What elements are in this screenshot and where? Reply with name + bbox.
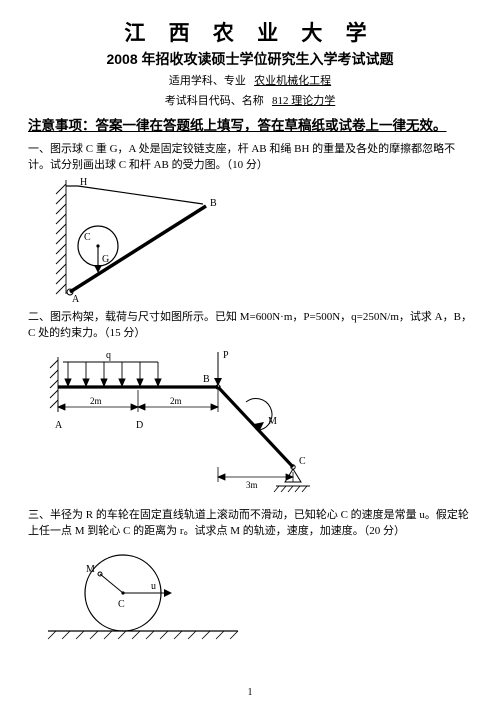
q2-label-B: B	[203, 374, 210, 385]
q3-label-M: M	[86, 564, 95, 575]
notice: 注意事项：答案一律在答题纸上填写，答在草稿纸或试卷上一律无效。	[28, 116, 472, 136]
university-title: 江 西 农 业 大 学	[28, 18, 472, 48]
q2-dim-2m-1: 2m	[90, 396, 102, 406]
q2-text: 二、图示构架，载荷与尺寸如图所示。已知 M=600N·m，P=500N，q=25…	[28, 310, 472, 342]
q2-figure: q P B M A D C 2m 2m 3m	[28, 342, 472, 502]
q1-figure: H B A C G	[28, 174, 472, 304]
q3-text: 三、半径为 R 的车轮在固定直线轨道上滚动而不滑动，已知轮心 C 的速度是常量 …	[28, 508, 472, 540]
q2-label-P: P	[223, 350, 229, 361]
q1-label-A: A	[72, 294, 80, 304]
q2-label-D: D	[136, 420, 143, 431]
q3-label-C: C	[118, 599, 125, 610]
q1-label-C: C	[84, 232, 91, 243]
meta-value-2: 812 理论力学	[272, 95, 335, 107]
q2-dim-2m-2: 2m	[170, 396, 182, 406]
q2-dim-3m: 3m	[246, 480, 258, 490]
q2-label-C: C	[299, 456, 306, 467]
meta-line-1: 适用学科、专业 农业机械化工程	[28, 74, 472, 90]
notice-body: 答案一律在答题纸上填写，答在草稿纸或试卷上一律无效。	[96, 118, 447, 133]
q1-label-H: H	[80, 177, 87, 188]
meta-label-2: 考试科目代码、名称	[165, 95, 264, 107]
q2-label-A: A	[55, 420, 63, 431]
meta-value-1: 农业机械化工程	[254, 75, 331, 87]
q3-label-u: u	[151, 581, 156, 592]
q1-label-G: G	[102, 254, 109, 265]
notice-prefix: 注意事项：	[28, 118, 96, 133]
q1-text: 一、图示球 C 重 G，A 处是固定铰链支座，杆 AB 和绳 BH 的重量及各处…	[28, 142, 472, 174]
q3-figure: M C u	[28, 539, 472, 649]
meta-line-2: 考试科目代码、名称 812 理论力学	[28, 94, 472, 110]
q2-label-M: M	[268, 416, 277, 427]
q2-label-q: q	[106, 350, 111, 361]
page-number: 1	[0, 686, 500, 701]
meta-label-1: 适用学科、专业	[169, 75, 246, 87]
q1-label-B: B	[210, 198, 217, 209]
exam-subtitle: 2008 年招收攻读硕士学位研究生入学考试试题	[28, 49, 472, 69]
